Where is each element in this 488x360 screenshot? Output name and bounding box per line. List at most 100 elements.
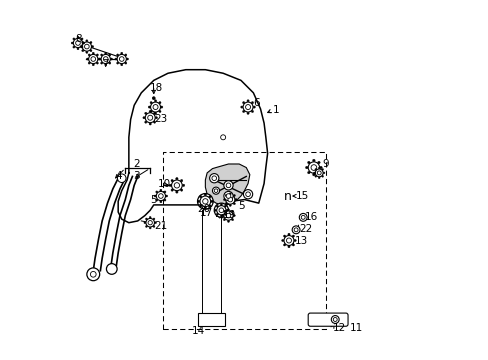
Circle shape <box>225 195 234 204</box>
Circle shape <box>143 222 145 224</box>
Circle shape <box>90 50 92 52</box>
Circle shape <box>88 54 90 56</box>
Circle shape <box>310 165 316 170</box>
Circle shape <box>199 205 202 207</box>
Circle shape <box>226 194 230 198</box>
Circle shape <box>315 169 323 177</box>
Circle shape <box>307 162 319 173</box>
Circle shape <box>331 316 339 323</box>
Circle shape <box>305 166 307 169</box>
Circle shape <box>212 187 219 194</box>
Circle shape <box>115 58 117 60</box>
Circle shape <box>153 112 155 114</box>
Text: 9: 9 <box>322 159 328 169</box>
Circle shape <box>150 102 160 112</box>
Circle shape <box>92 52 94 54</box>
Circle shape <box>214 209 216 211</box>
Text: 21: 21 <box>154 221 167 231</box>
Circle shape <box>287 246 289 248</box>
Circle shape <box>245 192 250 197</box>
Circle shape <box>317 171 320 174</box>
Circle shape <box>253 106 255 108</box>
Circle shape <box>82 42 91 51</box>
Text: 5: 5 <box>238 201 244 211</box>
Text: 15: 15 <box>296 191 309 201</box>
Circle shape <box>321 168 323 170</box>
Circle shape <box>220 135 225 140</box>
Circle shape <box>312 159 314 162</box>
Circle shape <box>231 211 233 212</box>
Circle shape <box>180 179 183 182</box>
Circle shape <box>149 111 151 113</box>
Circle shape <box>88 62 90 64</box>
Circle shape <box>150 102 152 104</box>
Circle shape <box>246 100 249 102</box>
Circle shape <box>318 177 320 179</box>
Circle shape <box>211 176 216 180</box>
Circle shape <box>224 203 227 205</box>
Circle shape <box>229 204 231 206</box>
Text: 7: 7 <box>102 59 108 69</box>
Circle shape <box>77 48 79 50</box>
Circle shape <box>224 205 226 207</box>
Circle shape <box>108 62 111 64</box>
Circle shape <box>318 167 320 169</box>
Circle shape <box>156 199 158 201</box>
Circle shape <box>292 244 294 246</box>
Circle shape <box>204 194 206 196</box>
Circle shape <box>197 194 213 209</box>
Circle shape <box>145 219 154 227</box>
Bar <box>198 314 224 326</box>
Circle shape <box>106 264 117 274</box>
Circle shape <box>174 183 179 188</box>
Circle shape <box>180 189 183 191</box>
Circle shape <box>235 199 237 201</box>
Text: 2: 2 <box>133 159 140 169</box>
Circle shape <box>169 184 171 186</box>
Circle shape <box>224 211 233 220</box>
Circle shape <box>171 189 173 191</box>
Circle shape <box>145 113 155 123</box>
Circle shape <box>227 220 229 222</box>
Circle shape <box>91 57 95 61</box>
Circle shape <box>99 58 101 60</box>
Circle shape <box>208 205 211 207</box>
Text: 11: 11 <box>349 323 363 333</box>
Circle shape <box>73 46 75 48</box>
Circle shape <box>240 106 243 108</box>
Circle shape <box>165 195 167 197</box>
Circle shape <box>251 102 253 104</box>
Circle shape <box>223 211 225 212</box>
Circle shape <box>208 195 211 198</box>
Circle shape <box>251 111 253 113</box>
Circle shape <box>227 197 232 202</box>
Circle shape <box>197 200 200 203</box>
Circle shape <box>224 192 233 201</box>
Circle shape <box>153 225 155 228</box>
Circle shape <box>86 40 88 42</box>
Text: 23: 23 <box>153 114 167 124</box>
Circle shape <box>156 191 158 193</box>
Circle shape <box>121 52 122 54</box>
Circle shape <box>145 225 147 228</box>
Circle shape <box>150 111 152 113</box>
Circle shape <box>77 36 79 38</box>
Circle shape <box>149 123 151 125</box>
Circle shape <box>233 215 235 217</box>
Circle shape <box>323 172 325 174</box>
Circle shape <box>153 121 155 123</box>
Circle shape <box>154 112 156 114</box>
Circle shape <box>159 102 161 104</box>
Circle shape <box>175 191 178 193</box>
Circle shape <box>321 175 323 177</box>
Circle shape <box>159 111 161 113</box>
Circle shape <box>117 62 119 64</box>
Text: 8: 8 <box>75 35 82 44</box>
Circle shape <box>242 111 244 113</box>
Circle shape <box>281 239 283 242</box>
Circle shape <box>148 221 152 225</box>
Circle shape <box>82 42 84 44</box>
Circle shape <box>333 318 337 321</box>
Circle shape <box>220 203 222 206</box>
Circle shape <box>154 100 156 102</box>
